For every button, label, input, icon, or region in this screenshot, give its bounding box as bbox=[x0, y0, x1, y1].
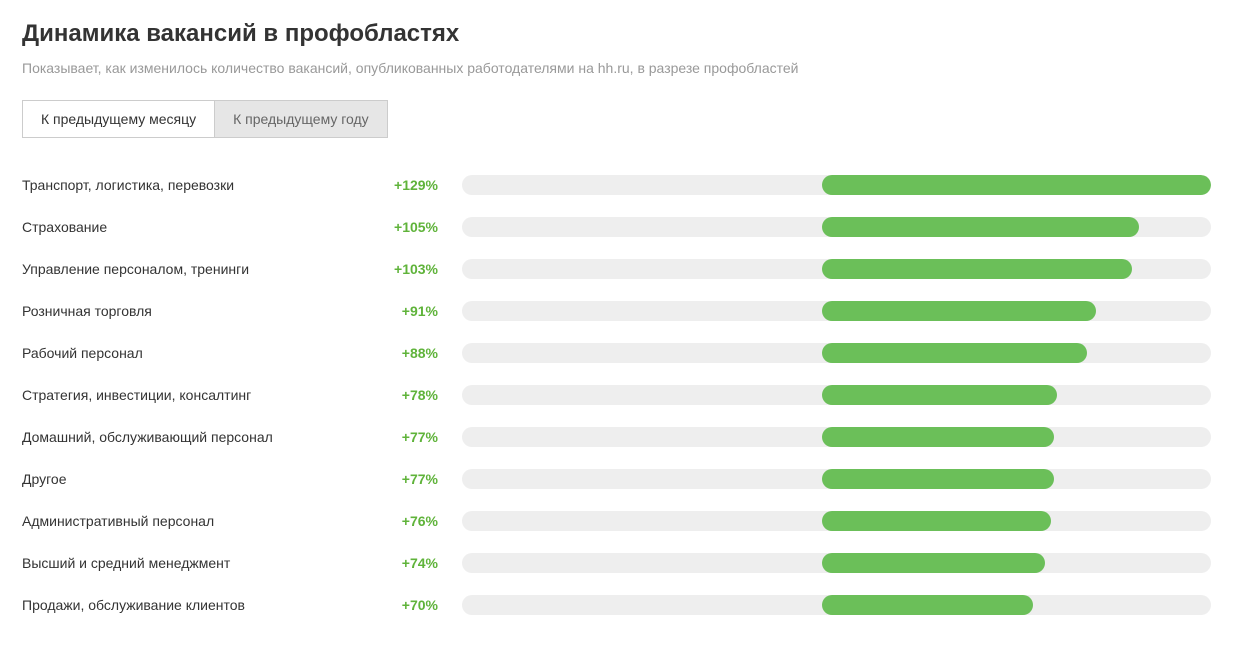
period-tabs: К предыдущему месяцу К предыдущему году bbox=[22, 100, 388, 138]
chart-row: Другое+77% bbox=[22, 458, 1211, 500]
chart-row: Управление персоналом, тренинги+103% bbox=[22, 248, 1211, 290]
bar-track bbox=[462, 511, 1211, 531]
bar-track bbox=[462, 301, 1211, 321]
row-label: Административный персонал bbox=[22, 513, 392, 529]
chart-row: Продажи, обслуживание клиентов+70% bbox=[22, 584, 1211, 626]
bar-track bbox=[462, 175, 1211, 195]
bar-fill bbox=[822, 175, 1211, 195]
chart-container: Транспорт, логистика, перевозки+129%Стра… bbox=[22, 164, 1211, 626]
row-value: +88% bbox=[392, 345, 462, 361]
row-value: +70% bbox=[392, 597, 462, 613]
chart-row: Розничная торговля+91% bbox=[22, 290, 1211, 332]
bar-fill bbox=[822, 217, 1139, 237]
bar-fill bbox=[822, 553, 1045, 573]
bar-track bbox=[462, 385, 1211, 405]
chart-row: Страхование+105% bbox=[22, 206, 1211, 248]
chart-row: Домашний, обслуживающий персонал+77% bbox=[22, 416, 1211, 458]
row-label: Высший и средний менеджмент bbox=[22, 555, 392, 571]
bar-track bbox=[462, 217, 1211, 237]
bar-fill bbox=[822, 427, 1054, 447]
bar-track bbox=[462, 553, 1211, 573]
row-value: +77% bbox=[392, 471, 462, 487]
row-label: Управление персоналом, тренинги bbox=[22, 261, 392, 277]
tab-prev-year[interactable]: К предыдущему году bbox=[214, 101, 387, 137]
bar-track bbox=[462, 469, 1211, 489]
chart-row: Рабочий персонал+88% bbox=[22, 332, 1211, 374]
chart-row: Административный персонал+76% bbox=[22, 500, 1211, 542]
bar-track bbox=[462, 259, 1211, 279]
row-value: +77% bbox=[392, 429, 462, 445]
row-value: +129% bbox=[392, 177, 462, 193]
page-subtitle: Показывает, как изменилось количество ва… bbox=[22, 60, 1211, 76]
tab-prev-month[interactable]: К предыдущему месяцу bbox=[23, 101, 214, 137]
bar-fill bbox=[822, 595, 1033, 615]
row-label: Продажи, обслуживание клиентов bbox=[22, 597, 392, 613]
page-title: Динамика вакансий в профобластях bbox=[22, 20, 1211, 48]
bar-fill bbox=[822, 259, 1133, 279]
bar-fill bbox=[822, 385, 1057, 405]
row-value: +76% bbox=[392, 513, 462, 529]
bar-fill bbox=[822, 301, 1097, 321]
row-label: Страхование bbox=[22, 219, 392, 235]
chart-row: Стратегия, инвестиции, консалтинг+78% bbox=[22, 374, 1211, 416]
bar-fill bbox=[822, 343, 1088, 363]
bar-fill bbox=[822, 511, 1051, 531]
row-label: Другое bbox=[22, 471, 392, 487]
row-label: Рабочий персонал bbox=[22, 345, 392, 361]
bar-track bbox=[462, 343, 1211, 363]
row-label: Транспорт, логистика, перевозки bbox=[22, 177, 392, 193]
row-value: +78% bbox=[392, 387, 462, 403]
bar-fill bbox=[822, 469, 1054, 489]
row-label: Стратегия, инвестиции, консалтинг bbox=[22, 387, 392, 403]
bar-track bbox=[462, 427, 1211, 447]
bar-track bbox=[462, 595, 1211, 615]
row-value: +103% bbox=[392, 261, 462, 277]
chart-row: Высший и средний менеджмент+74% bbox=[22, 542, 1211, 584]
row-value: +105% bbox=[392, 219, 462, 235]
row-value: +91% bbox=[392, 303, 462, 319]
row-label: Домашний, обслуживающий персонал bbox=[22, 429, 392, 445]
row-label: Розничная торговля bbox=[22, 303, 392, 319]
row-value: +74% bbox=[392, 555, 462, 571]
chart-row: Транспорт, логистика, перевозки+129% bbox=[22, 164, 1211, 206]
